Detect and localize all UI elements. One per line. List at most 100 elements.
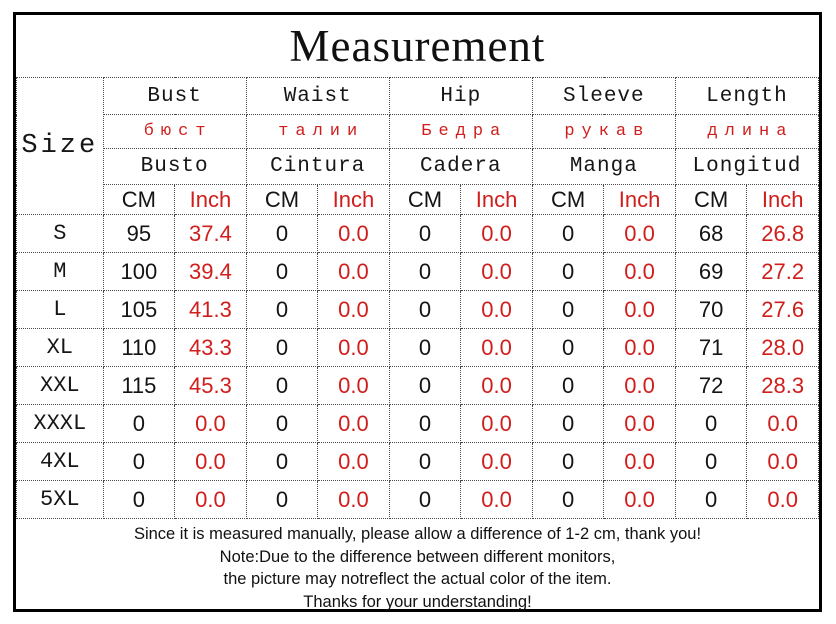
- measurement-cell: 72: [674, 366, 748, 405]
- column-header-waist-ru: талии: [245, 114, 390, 149]
- measurement-cell: 45.3: [174, 366, 247, 405]
- measurement-cell: 0: [388, 366, 462, 405]
- header-row-english: Size Bust Waist Hip Sleeve Length: [16, 77, 820, 215]
- measurement-cell: 0: [531, 404, 605, 443]
- table-row: 5XL 0 0.0 0 0.0 0 0.0 0 0.0 0 0.0: [16, 480, 819, 519]
- measurement-cell: 0.0: [317, 328, 390, 367]
- measurement-cell: 0.0: [603, 442, 676, 481]
- note-line-understanding: Thanks for your understanding!: [303, 592, 532, 611]
- measurement-cell: 0: [388, 480, 462, 519]
- measurement-cell: 0: [245, 252, 319, 291]
- measurement-cell: 0.0: [174, 442, 247, 481]
- measurement-cell: 0: [245, 442, 319, 481]
- table-row: S 95 37.4 0 0.0 0 0.0 0 0.0 68 26.8: [16, 214, 819, 253]
- column-header-length-ru: длина: [674, 114, 820, 149]
- measurement-cell: 0.0: [603, 404, 676, 443]
- size-row-label: M: [16, 252, 104, 291]
- measurement-cell: 0: [388, 214, 462, 253]
- table-row: M 100 39.4 0 0.0 0 0.0 0 0.0 69 27.2: [16, 252, 819, 291]
- measurement-cell: 0.0: [317, 290, 390, 329]
- measurement-cell: 0.0: [460, 290, 533, 329]
- measurement-cell: 110: [102, 328, 176, 367]
- measurement-cell: 70: [674, 290, 748, 329]
- measurement-cell: 28.0: [746, 328, 819, 367]
- column-header-sleeve: Sleeve: [531, 77, 676, 115]
- measurement-cell: 0: [388, 328, 462, 367]
- measurement-cell: 0: [531, 214, 605, 253]
- note-line-color: the picture may notreflect the actual co…: [223, 570, 612, 588]
- measurement-cell: 71: [674, 328, 748, 367]
- measurement-cell: 0.0: [317, 480, 390, 519]
- measurement-cell: 37.4: [174, 214, 247, 253]
- measurement-cell: 95: [102, 214, 176, 253]
- unit-header-inch: Inch: [460, 184, 533, 215]
- unit-header-inch: Inch: [746, 184, 819, 215]
- measurement-cell: 68: [674, 214, 748, 253]
- measurement-cell: 28.3: [746, 366, 819, 405]
- measurement-cell: 0.0: [317, 214, 390, 253]
- measurement-cell: 0: [674, 442, 748, 481]
- table-row: XL 110 43.3 0 0.0 0 0.0 0 0.0 71 28.0: [16, 328, 819, 367]
- measurement-cell: 0.0: [174, 404, 247, 443]
- measurement-cell: 0: [531, 442, 605, 481]
- measurement-cell: 0.0: [603, 252, 676, 291]
- measurement-cell: 0.0: [317, 252, 390, 291]
- header-row-spanish: Busto Cintura Cadera Manga Longitud: [17, 148, 820, 185]
- column-header-sleeve-ru: рукав: [531, 114, 676, 149]
- table-row: L 105 41.3 0 0.0 0 0.0 0 0.0 70 27.6: [16, 290, 819, 329]
- measurement-cell: 100: [102, 252, 176, 291]
- unit-header-inch: Inch: [603, 184, 676, 215]
- unit-header-cm: CM: [245, 184, 319, 215]
- size-row-label: L: [16, 290, 104, 329]
- measurement-cell: 0.0: [460, 328, 533, 367]
- measurement-cell: 0.0: [746, 404, 819, 443]
- measurement-cell: 0: [388, 252, 462, 291]
- measurement-cell: 43.3: [174, 328, 247, 367]
- measurement-table-body: S 95 37.4 0 0.0 0 0.0 0 0.0 68 26.8 M 100 39.4 0 0.0 0 0.…: [16, 214, 819, 519]
- size-row-label: XL: [16, 328, 104, 367]
- measurement-cell: 0.0: [460, 252, 533, 291]
- measurement-cell: 0.0: [460, 366, 533, 405]
- size-row-label: XXXL: [16, 404, 104, 443]
- measurement-cell: 0.0: [460, 404, 533, 443]
- measurement-table: Size Bust Waist Hip Sleeve Length бюст т…: [16, 77, 820, 519]
- measurement-cell: 0.0: [317, 404, 390, 443]
- table-row: 4XL 0 0.0 0 0.0 0 0.0 0 0.0 0 0.0: [16, 442, 819, 481]
- measurement-cell: 0: [388, 442, 462, 481]
- measurement-cell: 0.0: [174, 480, 247, 519]
- table-row: XXXL 0 0.0 0 0.0 0 0.0 0 0.0 0 0.0: [16, 404, 819, 443]
- column-header-hip: Hip: [388, 77, 533, 115]
- measurement-cell: 41.3: [174, 290, 247, 329]
- measurement-cell: 0.0: [603, 480, 676, 519]
- measurement-cell: 0: [531, 290, 605, 329]
- column-header-length-es: Longitud: [674, 148, 820, 185]
- column-header-sleeve-es: Manga: [531, 148, 676, 185]
- size-row-label: S: [16, 214, 104, 253]
- table-row: XXL 115 45.3 0 0.0 0 0.0 0 0.0 72 28.3: [16, 366, 819, 405]
- column-header-bust-ru: бюст: [102, 114, 247, 149]
- unit-header-cm: CM: [674, 184, 748, 215]
- measurement-cell: 0.0: [317, 442, 390, 481]
- measurement-cell: 0.0: [603, 366, 676, 405]
- measurement-cell: 0.0: [603, 290, 676, 329]
- column-header-bust: Bust: [102, 77, 247, 115]
- measurement-cell: 0.0: [460, 442, 533, 481]
- unit-header-cm: CM: [388, 184, 462, 215]
- measurement-cell: 0.0: [603, 328, 676, 367]
- measurement-cell: 26.8: [746, 214, 819, 253]
- column-header-bust-es: Busto: [102, 148, 247, 185]
- header-row-russian: бюст талии Бедра рукав длина: [17, 114, 820, 149]
- measurement-cell: 0: [674, 480, 748, 519]
- size-row-label: 5XL: [16, 480, 104, 519]
- measurement-cell: 0: [531, 366, 605, 405]
- column-header-hip-es: Cadera: [388, 148, 533, 185]
- size-row-label: 4XL: [16, 442, 104, 481]
- measurement-cell: 0: [245, 290, 319, 329]
- measurement-cell: 0: [531, 480, 605, 519]
- measurement-cell: 0: [245, 328, 319, 367]
- measurement-cell: 0: [531, 252, 605, 291]
- column-header-waist: Waist: [245, 77, 390, 115]
- column-header-length: Length: [674, 77, 820, 115]
- measurement-cell: 0.0: [603, 214, 676, 253]
- measurement-cell: 0: [102, 442, 176, 481]
